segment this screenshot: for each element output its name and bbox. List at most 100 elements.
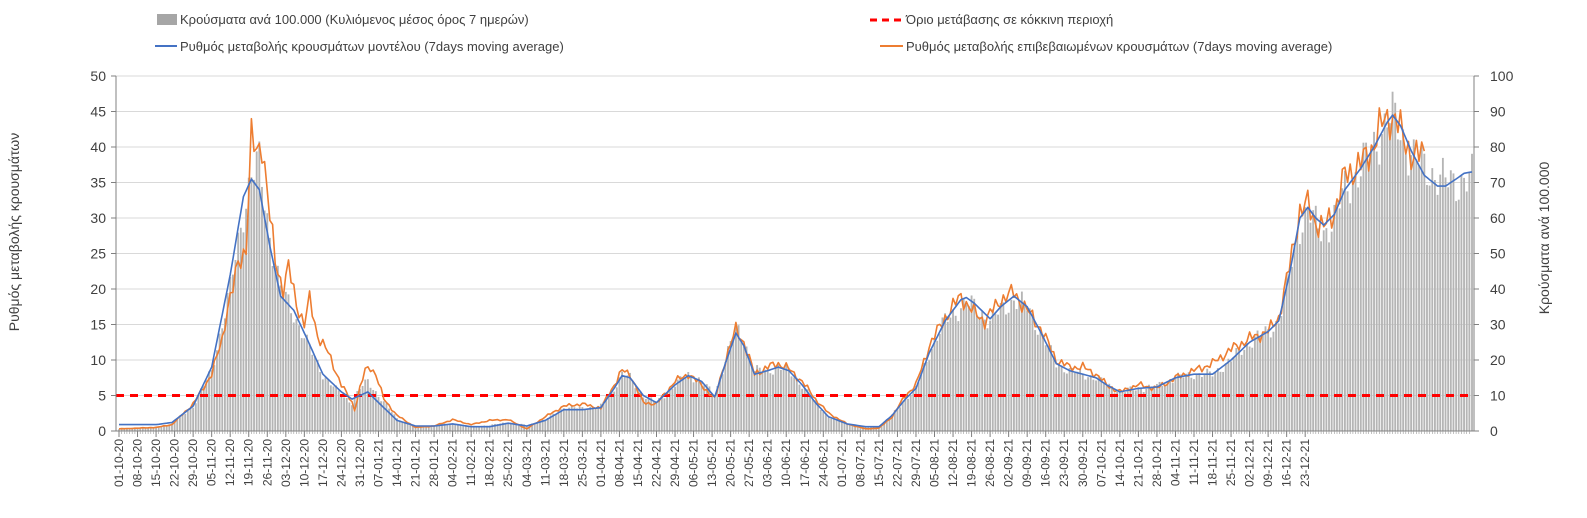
bar-cases (1280, 316, 1283, 431)
bar-cases (1121, 392, 1124, 431)
bar-cases (589, 406, 592, 431)
bar-cases (533, 423, 536, 431)
bar-cases (1420, 145, 1423, 431)
bar-cases (904, 398, 907, 431)
bar-cases (247, 177, 250, 431)
bar-cases (663, 398, 666, 431)
x-tick-label: 26-08-21 (983, 439, 997, 487)
bar-cases (1439, 174, 1442, 431)
bar-cases (1034, 330, 1037, 431)
bar-cases (419, 426, 422, 431)
bar-cases (1113, 393, 1116, 431)
bar-cases (253, 179, 255, 431)
bar-cases (1304, 207, 1307, 431)
bar-cases (361, 385, 364, 431)
bar-cases (801, 388, 804, 431)
bar-cases (1222, 371, 1225, 431)
bar-cases (155, 427, 157, 431)
bar-cases (1028, 308, 1031, 431)
bar-cases (1071, 367, 1074, 431)
bar-cases (703, 385, 706, 431)
bar-cases (634, 388, 637, 431)
bar-cases (359, 388, 361, 431)
bar-cases (1132, 390, 1135, 431)
y-tick-label-right: 50 (1490, 246, 1506, 262)
x-tick-label: 04-02-21 (446, 439, 460, 487)
bar-cases (549, 415, 552, 431)
legend-label-confirmed: Ρυθμός μεταβολής επιβεβαιωμένων κρουσμάτ… (906, 39, 1332, 54)
bar-cases (1378, 164, 1381, 432)
bar-cases (149, 427, 152, 431)
bar-cases (650, 397, 653, 431)
bar-cases (263, 210, 266, 431)
legend-item-cases: Κρούσματα ανά 100.000 (Κυλιόμενος μέσος … (157, 12, 529, 27)
bar-cases (1320, 241, 1322, 431)
bar-cases (1285, 272, 1288, 431)
bar-cases (981, 311, 984, 431)
bar-cases (1050, 345, 1052, 431)
bar-cases (290, 313, 293, 431)
bar-cases (1166, 381, 1169, 431)
bar-cases (973, 298, 976, 431)
bar-cases (1248, 346, 1251, 431)
bar-cases (194, 403, 197, 431)
bar-cases (1235, 348, 1238, 431)
bar-cases (817, 404, 819, 431)
x-tick-label: 24-06-21 (816, 439, 830, 487)
bar-cases (261, 186, 263, 431)
bar-cases (1179, 374, 1182, 431)
bar-cases (1195, 374, 1198, 431)
bar-cases (178, 415, 181, 431)
bar-cases (390, 412, 393, 431)
bar-cases (1293, 242, 1296, 431)
bar-cases (732, 337, 735, 431)
bar-cases (952, 309, 954, 431)
bar-cases (679, 376, 682, 431)
bar-cases (684, 377, 687, 431)
bar-cases (393, 414, 396, 431)
x-tick-label: 10-06-21 (779, 439, 793, 487)
bar-cases (544, 419, 547, 431)
bar-cases (1089, 375, 1092, 431)
bar-cases (133, 427, 136, 431)
bar-cases (401, 421, 404, 431)
bar-cases (920, 373, 923, 431)
bar-cases (1063, 372, 1066, 431)
bar-cases (266, 213, 269, 431)
bar-cases (160, 426, 163, 431)
legend-label-threshold: Όριο μετάβασης σε κόκκινη περιοχή (905, 12, 1113, 27)
bar-cases (1095, 380, 1097, 431)
y-tick-label-left: 0 (98, 423, 106, 439)
bar-cases (446, 423, 449, 431)
bar-cases (986, 328, 989, 431)
bar-cases (1185, 373, 1187, 431)
bar-cases (1251, 347, 1254, 431)
bar-cases (1306, 208, 1309, 431)
y-tick-label-left: 15 (90, 317, 106, 333)
bar-cases (478, 426, 481, 431)
y-tick-label-left: 30 (90, 210, 106, 226)
x-tick-label: 27-05-21 (742, 439, 756, 487)
x-tick-label: 18-02-21 (483, 439, 497, 487)
bar-cases (1359, 176, 1362, 431)
bar-cases (1153, 387, 1156, 431)
y-tick-label-right: 20 (1490, 352, 1506, 368)
bar-cases (192, 407, 195, 431)
bar-cases (459, 424, 462, 431)
bar-cases (438, 425, 441, 431)
y-tick-label-right: 10 (1490, 388, 1506, 404)
bar-cases (417, 426, 420, 431)
x-tick-label: 03-12-20 (279, 439, 293, 487)
bar-cases (1140, 388, 1142, 431)
bar-cases (615, 387, 618, 431)
bar-cases (1383, 113, 1386, 431)
bar-cases (1201, 376, 1203, 431)
bar-cases (372, 390, 375, 431)
x-tick-label: 11-03-21 (538, 439, 552, 486)
bar-cases (165, 425, 168, 431)
bar-cases (814, 400, 817, 431)
bar-cases (1142, 392, 1145, 431)
x-tick-label: 17-12-20 (316, 439, 330, 487)
bar-cases (1434, 180, 1436, 431)
bar-cases (1039, 329, 1042, 431)
